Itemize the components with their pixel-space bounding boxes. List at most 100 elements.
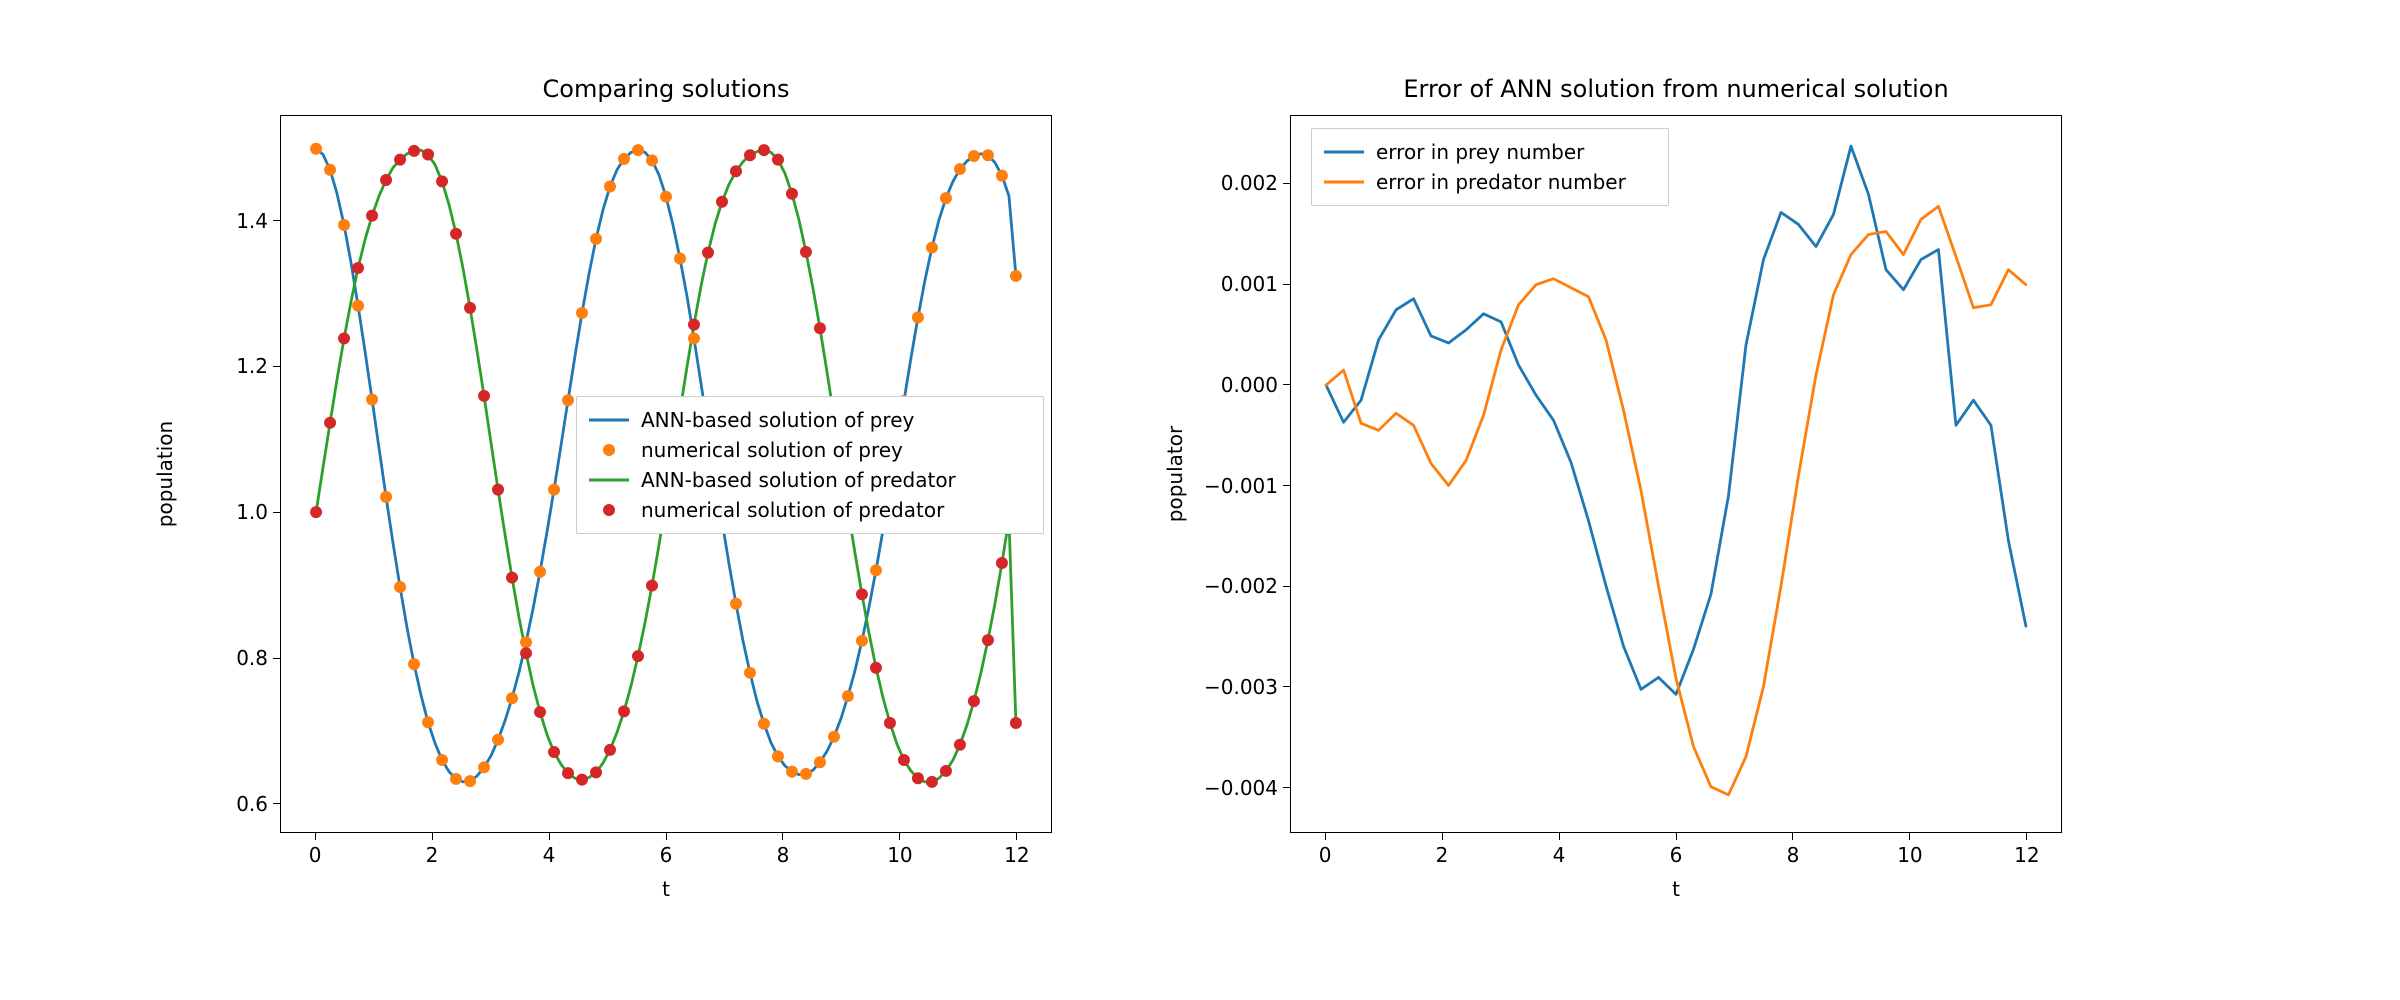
predator-numerical-dot: [478, 390, 490, 402]
right-legend-item: error in predator number: [1324, 167, 1656, 197]
right-xtick: [2026, 833, 2027, 840]
predator-numerical-dot: [632, 650, 644, 662]
prey-numerical-dot: [856, 635, 868, 647]
left-legend-item: ANN-based solution of predator: [589, 465, 1031, 495]
left-ytick-label: 1.2: [236, 354, 268, 378]
left-xtick: [432, 833, 433, 840]
right-ytick: [1283, 284, 1290, 285]
err-prey-line: [1326, 146, 2026, 694]
predator-numerical-dot: [926, 776, 938, 788]
right-xtick-label: 10: [1897, 843, 1922, 867]
predator-numerical-dot: [352, 262, 364, 274]
predator-numerical-dot: [534, 706, 546, 718]
left-xtick: [666, 833, 667, 840]
predator-numerical-dot: [520, 647, 532, 659]
predator-numerical-dot: [940, 765, 952, 777]
prey-numerical-dot: [870, 564, 882, 576]
prey-numerical-dot: [996, 170, 1008, 182]
predator-numerical-dot: [604, 744, 616, 756]
right-legend-item: error in prey number: [1324, 137, 1656, 167]
left-xtick-label: 6: [660, 843, 673, 867]
legend-line-icon: [1324, 151, 1364, 154]
legend-swatch: [589, 500, 629, 520]
right-title: Error of ANN solution from numerical sol…: [1403, 75, 1948, 103]
predator-numerical-dot: [310, 506, 322, 518]
prey-numerical-dot: [632, 144, 644, 156]
right-ytick-label: 0.002: [1221, 171, 1278, 195]
left-ylabel: population: [153, 421, 177, 527]
prey-numerical-dot: [324, 164, 336, 176]
left-ytick-label: 0.8: [236, 646, 268, 670]
prey-numerical-dot: [422, 716, 434, 728]
predator-numerical-dot: [996, 557, 1008, 569]
legend-swatch: [589, 440, 629, 460]
left-ytick: [273, 512, 280, 513]
right-xtick: [1559, 833, 1560, 840]
prey-numerical-dot: [968, 150, 980, 162]
prey-numerical-dot: [604, 181, 616, 193]
left-xtick: [315, 833, 316, 840]
legend-label: error in prey number: [1376, 140, 1584, 164]
prey-numerical-dot: [758, 718, 770, 730]
predator-numerical-dot: [646, 580, 658, 592]
prey-numerical-dot: [492, 734, 504, 746]
predator-numerical-dot: [786, 188, 798, 200]
right-ytick-label: −0.001: [1204, 474, 1278, 498]
predator-numerical-dot: [380, 174, 392, 186]
prey-numerical-dot: [520, 636, 532, 648]
left-legend-item: numerical solution of prey: [589, 435, 1031, 465]
predator-numerical-dot: [968, 695, 980, 707]
prey-numerical-dot: [674, 252, 686, 264]
right-xtick-label: 8: [1787, 843, 1800, 867]
left-ytick-label: 1.4: [236, 209, 268, 233]
predator-numerical-dot: [576, 774, 588, 786]
prey-numerical-dot: [688, 332, 700, 344]
prey-numerical-dot: [772, 750, 784, 762]
left-ytick: [273, 220, 280, 221]
right-ytick-label: −0.002: [1204, 574, 1278, 598]
left-ytick: [273, 366, 280, 367]
right-ytick: [1283, 183, 1290, 184]
right-ytick: [1283, 586, 1290, 587]
predator-numerical-dot: [772, 154, 784, 166]
legend-label: numerical solution of prey: [641, 438, 903, 462]
legend-label: numerical solution of predator: [641, 498, 944, 522]
prey-numerical-dot: [590, 233, 602, 245]
left-xtick: [782, 833, 783, 840]
legend-line-icon: [589, 419, 629, 422]
prey-numerical-dot: [912, 311, 924, 323]
left-xlabel: t: [662, 877, 670, 901]
prey-numerical-dot: [814, 756, 826, 768]
predator-numerical-dot: [800, 246, 812, 258]
predator-numerical-dot: [730, 165, 742, 177]
left-ytick: [273, 803, 280, 804]
predator-numerical-dot: [590, 766, 602, 778]
right-xtick-label: 12: [2014, 843, 2039, 867]
legend-swatch: [1324, 142, 1364, 162]
predator-numerical-dot: [982, 634, 994, 646]
left-xtick: [899, 833, 900, 840]
right-xtick: [1442, 833, 1443, 840]
left-xtick: [549, 833, 550, 840]
predator-numerical-dot: [954, 739, 966, 751]
prey-numerical-dot: [926, 242, 938, 254]
err-predator-line: [1326, 206, 2026, 794]
predator-numerical-dot: [744, 149, 756, 161]
prey-numerical-dot: [982, 149, 994, 161]
right-ytick: [1283, 485, 1290, 486]
right-xtick-label: 6: [1670, 843, 1683, 867]
predator-numerical-dot: [856, 588, 868, 600]
predator-numerical-dot: [702, 247, 714, 259]
prey-numerical-dot: [548, 484, 560, 496]
predator-numerical-dot: [548, 746, 560, 758]
prey-numerical-dot: [310, 143, 322, 155]
prey-numerical-dot: [408, 658, 420, 670]
predator-numerical-dot: [492, 484, 504, 496]
right-axes: error in prey number error in predator nu…: [1290, 115, 2062, 833]
prey-numerical-dot: [338, 219, 350, 231]
left-ytick-label: 1.0: [236, 500, 268, 524]
prey-numerical-dot: [464, 775, 476, 787]
left-ytick-label: 0.6: [236, 792, 268, 816]
left-ytick: [273, 658, 280, 659]
prey-numerical-dot: [380, 491, 392, 503]
